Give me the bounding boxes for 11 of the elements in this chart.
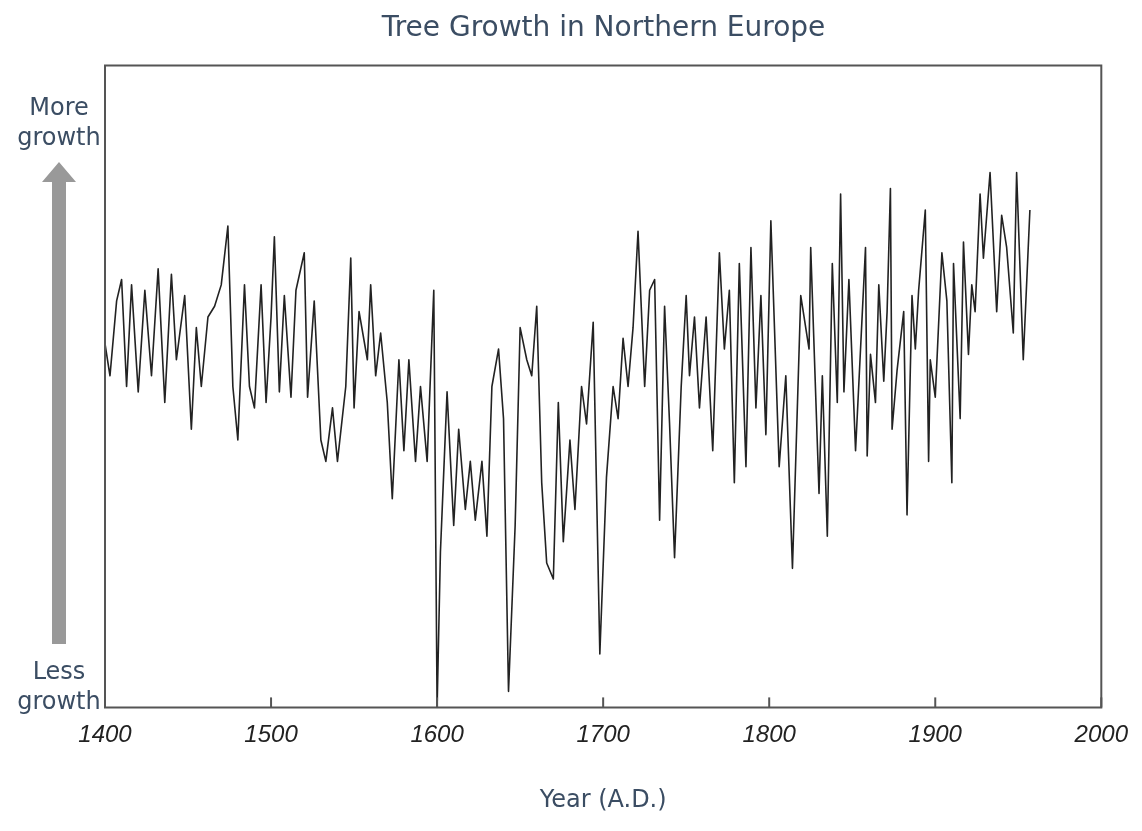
x-tick-label: 2000 [1073,720,1129,748]
x-axis-title: Year (A.D.) [538,784,667,813]
x-tick-label: 1400 [78,720,133,748]
x-tick-label: 1700 [576,720,631,748]
chart-title: Tree Growth in Northern Europe [380,10,826,44]
x-tick-label: 1900 [908,720,963,748]
text: Less growth [16,656,102,716]
x-tick-label: 1800 [742,720,797,748]
x-tick-label: 1500 [244,720,299,748]
x-tick-label: 1600 [410,720,465,748]
text: More growth [16,92,102,152]
